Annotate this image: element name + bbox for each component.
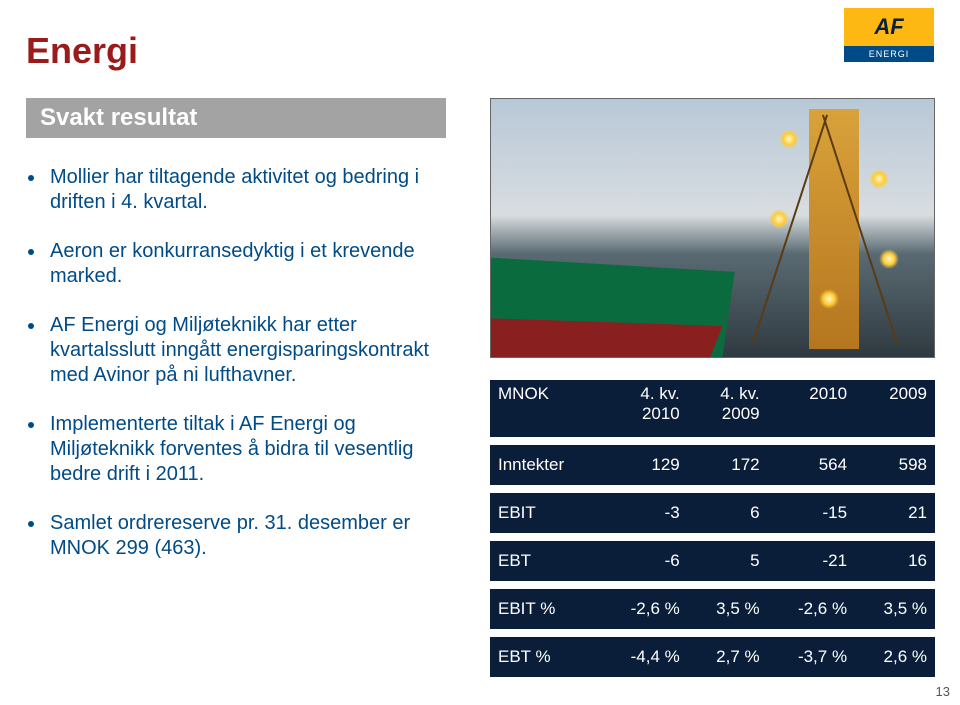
bullet-list: Mollier har tiltagende aktivitet og bedr…: [26, 165, 456, 585]
table-cell: -2,6 %: [768, 585, 855, 633]
logo-top: AF: [844, 8, 934, 46]
table-cell: -21: [768, 537, 855, 585]
table-cell: 172: [688, 441, 768, 489]
page-title: Energi: [26, 30, 138, 72]
table-cell: -3: [600, 489, 687, 537]
table-cell: EBIT %: [490, 585, 600, 633]
table-row: EBT %-4,4 %2,7 %-3,7 %2,6 %: [490, 633, 935, 677]
table-cell: EBIT: [490, 489, 600, 537]
bullet-item: Mollier har tiltagende aktivitet og bedr…: [46, 165, 456, 215]
table-cell: 3,5 %: [688, 585, 768, 633]
table-cell: 16: [855, 537, 935, 585]
table-row: EBIT %-2,6 %3,5 %-2,6 %3,5 %: [490, 585, 935, 633]
table-header: 2009: [855, 380, 935, 441]
bullet-item: Implementerte tiltak i AF Energi og Milj…: [46, 412, 456, 487]
table-header: MNOK: [490, 380, 600, 441]
table-cell: -2,6 %: [600, 585, 687, 633]
table-cell: 564: [768, 441, 855, 489]
table-cell: 21: [855, 489, 935, 537]
table-cell: 2,7 %: [688, 633, 768, 677]
table-cell: -6: [600, 537, 687, 585]
table-cell: EBT: [490, 537, 600, 585]
table-cell: -4,4 %: [600, 633, 687, 677]
table-cell: 3,5 %: [855, 585, 935, 633]
table-cell: 6: [688, 489, 768, 537]
table-cell: 129: [600, 441, 687, 489]
table-cell: -3,7 %: [768, 633, 855, 677]
table-header: 4. kv.2010: [600, 380, 687, 441]
table-cell: 5: [688, 537, 768, 585]
table-cell: 598: [855, 441, 935, 489]
subtitle-banner: Svakt resultat: [26, 98, 446, 138]
bullet-item: Samlet ordrereserve pr. 31. desember er …: [46, 511, 456, 561]
bullet-item: AF Energi og Miljøteknikk har etter kvar…: [46, 313, 456, 388]
table-row: EBT-65-2116: [490, 537, 935, 585]
table-row: Inntekter129172564598: [490, 441, 935, 489]
table-header: 2010: [768, 380, 855, 441]
table-row: EBIT-36-1521: [490, 489, 935, 537]
financial-table: MNOK4. kv.20104. kv.200920102009 Inntekt…: [490, 380, 935, 677]
table-cell: -15: [768, 489, 855, 537]
table-header: 4. kv.2009: [688, 380, 768, 441]
logo-bottom: ENERGI: [844, 46, 934, 62]
hero-photo: [490, 98, 935, 358]
page-number: 13: [936, 684, 950, 699]
table-cell: EBT %: [490, 633, 600, 677]
table-cell: Inntekter: [490, 441, 600, 489]
table-cell: 2,6 %: [855, 633, 935, 677]
brand-logo: AF ENERGI: [844, 8, 934, 62]
bullet-item: Aeron er konkurransedyktig i et krevende…: [46, 239, 456, 289]
